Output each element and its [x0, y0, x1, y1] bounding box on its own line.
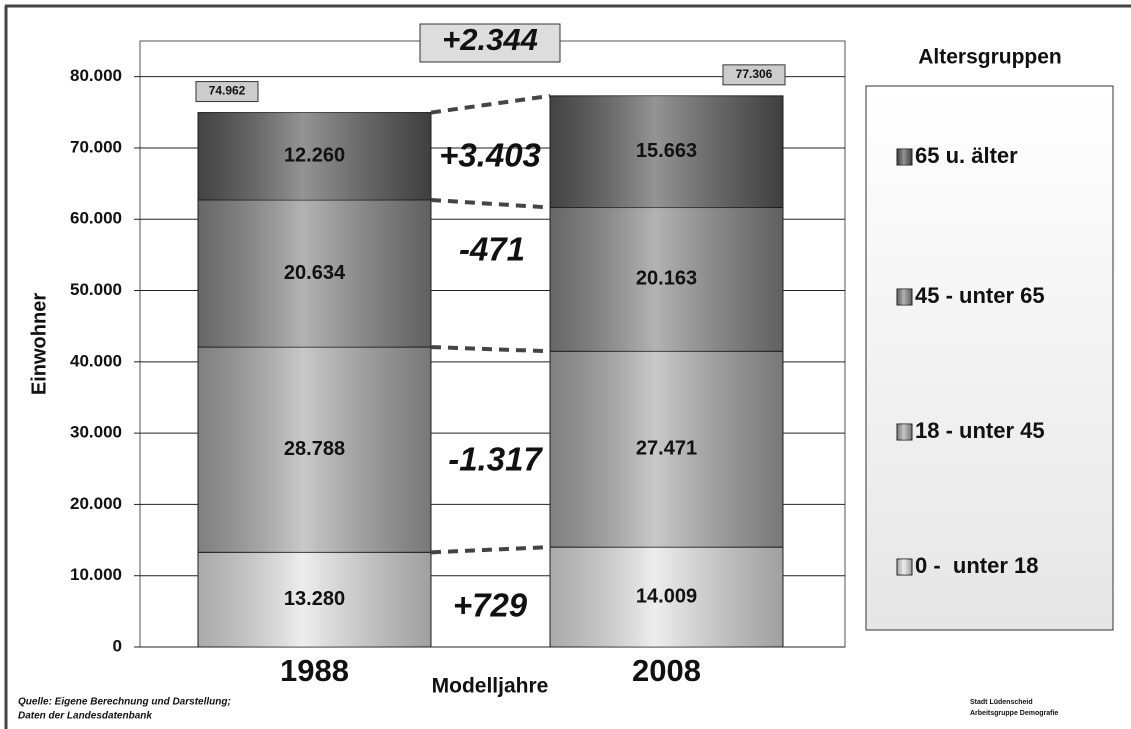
annotation: -1.317 — [448, 441, 543, 478]
y-tick-label: 50.000 — [70, 280, 122, 299]
y-tick-label: 40.000 — [70, 351, 122, 370]
value-label: 27.471 — [636, 437, 697, 459]
legend-box — [865, 85, 1114, 631]
y-tick-label: 10.000 — [70, 565, 122, 584]
value-label: 13.280 — [284, 588, 345, 610]
bar-shade — [550, 351, 783, 548]
bar-shade — [550, 547, 783, 647]
value-label: 12.260 — [284, 145, 345, 167]
bar-shade — [198, 552, 431, 647]
legend-label: 18 - unter 45 — [915, 418, 1045, 443]
value-label: 14.009 — [636, 585, 697, 607]
bar-shade — [198, 199, 431, 348]
bar-shade — [198, 347, 431, 553]
legend-label: 45 - unter 65 — [915, 283, 1045, 308]
legend-label: 65 u. älter — [915, 143, 1018, 168]
annotation: +729 — [453, 587, 528, 624]
y-tick-label: 20.000 — [70, 494, 122, 513]
annotation-box — [419, 23, 561, 63]
connector — [430, 197, 551, 210]
total-box — [195, 81, 259, 103]
annotation: +2.344 — [442, 22, 538, 57]
y-tick-label: 70.000 — [70, 137, 122, 156]
legend-shade — [897, 149, 912, 165]
legend-label: 0 - unter 18 — [915, 553, 1038, 578]
credit: Stadt Lüdenscheid — [970, 699, 1033, 706]
legend-shade — [897, 559, 912, 575]
x-tick-label: 2008 — [632, 653, 701, 688]
value-label: 20.634 — [284, 262, 346, 284]
value-label: 15.663 — [636, 140, 697, 162]
y-tick-label: 60.000 — [70, 209, 122, 228]
y-axis-label: Einwohner — [28, 293, 50, 395]
value-label: 28.788 — [284, 438, 345, 460]
annotation: -471 — [459, 231, 525, 268]
legend-shade — [897, 424, 912, 440]
legend-shade — [897, 289, 912, 305]
legend-title: Altersgruppen — [918, 46, 1062, 69]
credit: Arbeitsgruppe Demografie — [970, 710, 1058, 717]
x-tick-label: 1988 — [280, 653, 349, 688]
connector — [430, 93, 551, 115]
x-axis-label: Modelljahre — [432, 675, 549, 698]
value-label: 20.163 — [636, 268, 697, 290]
total-box — [722, 64, 786, 86]
connector — [430, 545, 551, 555]
y-tick-label: 80.000 — [70, 66, 122, 85]
total-label: 74.962 — [209, 84, 246, 98]
bar-shade — [550, 207, 783, 352]
source: Quelle: Eigene Berechnung und Darstellun… — [18, 697, 231, 708]
annotation: +3.403 — [439, 137, 541, 174]
total-label: 77.306 — [736, 67, 773, 81]
y-tick-label: 0 — [113, 636, 122, 655]
source: Daten der Landesdatenbank — [18, 711, 152, 722]
y-tick-label: 30.000 — [70, 423, 122, 442]
bar-shade — [550, 95, 783, 208]
bar-shade — [198, 112, 431, 200]
connector — [430, 345, 551, 354]
